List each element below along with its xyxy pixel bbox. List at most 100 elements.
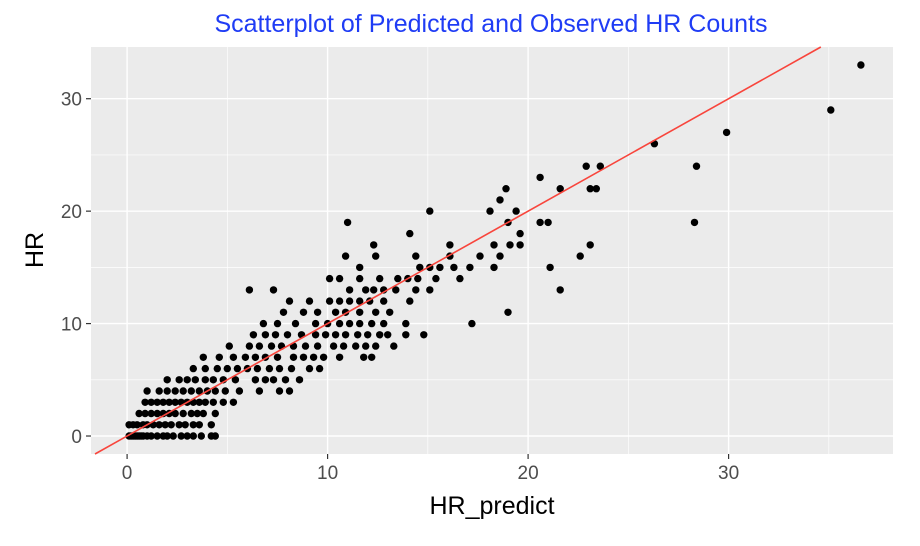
data-point — [490, 263, 498, 272]
data-point — [313, 308, 322, 316]
data-point — [335, 297, 344, 305]
data-point — [309, 353, 318, 361]
data-point — [215, 353, 223, 361]
data-point — [189, 364, 197, 373]
data-point — [360, 353, 368, 361]
data-point — [506, 241, 514, 249]
data-point — [241, 353, 250, 361]
data-point — [275, 387, 284, 395]
data-point — [368, 319, 376, 328]
data-point — [183, 432, 191, 440]
data-point — [512, 207, 520, 215]
data-point — [133, 421, 141, 429]
data-point — [183, 376, 191, 384]
data-point — [592, 185, 600, 193]
y-tick-label: 30 — [61, 90, 82, 111]
reference-line-group — [94, 46, 822, 455]
data-point — [159, 398, 167, 406]
data-point — [402, 319, 410, 328]
data-point — [339, 342, 348, 350]
data-point — [171, 387, 179, 395]
data-point — [456, 274, 464, 283]
data-point — [352, 342, 360, 350]
data-point — [171, 409, 179, 418]
data-point — [370, 241, 378, 249]
data-point — [231, 376, 240, 384]
data-point — [235, 387, 244, 395]
data-point — [311, 319, 320, 328]
data-point — [372, 252, 380, 260]
data-point — [331, 308, 340, 316]
data-point — [211, 409, 219, 418]
data-point — [141, 398, 149, 406]
data-point — [195, 421, 203, 429]
data-point — [197, 432, 205, 440]
data-point — [179, 387, 187, 395]
data-point — [692, 162, 701, 170]
data-point — [386, 308, 394, 316]
data-point — [143, 387, 151, 395]
data-point — [582, 162, 590, 170]
data-point — [177, 432, 185, 440]
data-point — [586, 185, 594, 193]
data-point — [392, 286, 400, 294]
data-point — [171, 398, 179, 406]
data-point — [291, 319, 300, 328]
data-point — [313, 342, 322, 350]
data-point — [315, 364, 324, 373]
data-point — [161, 421, 169, 429]
x-tick-label: 0 — [122, 463, 133, 484]
data-point — [516, 241, 524, 249]
data-point — [201, 398, 209, 406]
data-point — [420, 331, 428, 339]
data-point — [335, 319, 344, 328]
data-point — [502, 185, 510, 193]
data-point — [269, 376, 278, 384]
data-point — [556, 185, 564, 193]
data-point — [233, 364, 242, 373]
data-point — [343, 218, 352, 227]
y-tick-label: 20 — [61, 202, 82, 223]
plot-panel — [91, 47, 893, 454]
data-point — [167, 421, 175, 429]
data-point — [299, 353, 308, 361]
data-point — [255, 342, 264, 350]
data-point — [370, 286, 378, 294]
y-tick-label: 10 — [61, 315, 82, 336]
data-point — [265, 364, 274, 373]
data-point — [199, 353, 207, 361]
data-point — [211, 432, 219, 440]
data-point — [305, 364, 314, 373]
x-tick-label: 10 — [317, 463, 338, 484]
data-point — [368, 353, 376, 361]
data-point — [251, 376, 260, 384]
data-point — [245, 286, 254, 294]
data-point — [490, 241, 498, 249]
data-point — [165, 398, 173, 406]
data-points — [125, 61, 865, 440]
data-point — [586, 241, 594, 249]
data-point — [576, 252, 584, 260]
data-point — [279, 308, 288, 316]
y-axis-ticks: 0 10 20 30 — [61, 90, 91, 448]
data-point — [305, 297, 314, 305]
data-point — [271, 331, 280, 339]
data-point — [201, 376, 209, 384]
data-point — [195, 387, 203, 395]
data-point — [722, 128, 731, 137]
data-point — [285, 387, 294, 395]
data-point — [181, 421, 189, 429]
chart-title: Scatterplot of Predicted and Observed HR… — [214, 10, 767, 38]
data-point — [436, 263, 444, 272]
data-point — [261, 376, 270, 384]
data-point — [345, 297, 354, 305]
data-point — [153, 432, 161, 440]
data-point — [468, 319, 476, 328]
data-point — [345, 319, 354, 328]
data-point — [446, 241, 454, 249]
data-point — [147, 432, 155, 440]
data-point — [319, 353, 328, 361]
data-point — [504, 308, 512, 316]
x-axis-title: HR_predict — [429, 492, 554, 520]
data-point — [281, 376, 290, 384]
